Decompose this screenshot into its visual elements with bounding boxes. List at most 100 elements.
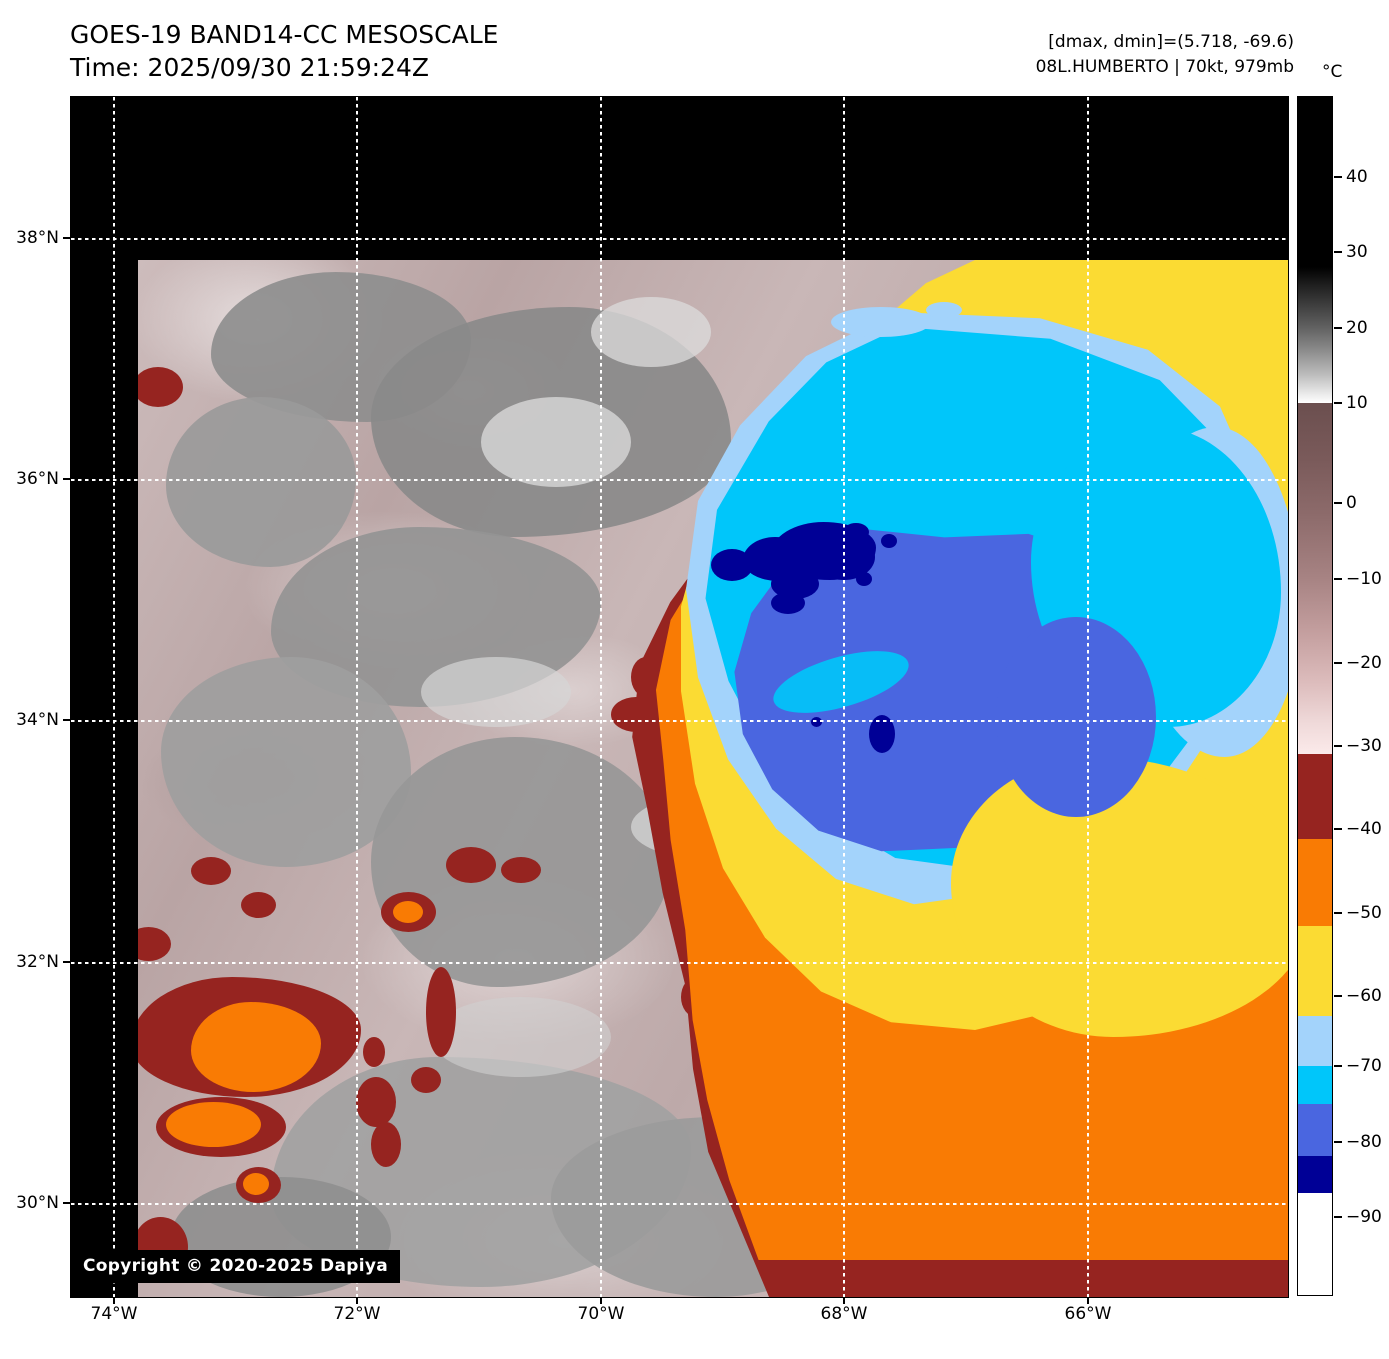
cloud-blotch <box>421 657 571 727</box>
cloud-blotch <box>481 397 631 487</box>
ytick-mark <box>63 478 70 480</box>
cbar-label-0: 0 <box>1346 493 1357 513</box>
cbar-tick <box>1334 1141 1342 1143</box>
cbar-tick <box>1334 1065 1342 1067</box>
convective-cell <box>501 857 541 883</box>
ytick-mark <box>63 1202 70 1204</box>
coldest-core <box>771 592 805 614</box>
xtick-label-74W: 74°W <box>90 1304 138 1324</box>
cbar-label-30: 30 <box>1346 242 1368 262</box>
cbar-tick <box>1334 1216 1342 1218</box>
cbar-label-n20: −20 <box>1346 653 1382 673</box>
cbar-band-brown-pink <box>1298 403 1332 754</box>
convective-cell <box>133 367 183 407</box>
cbar-label-n70: −70 <box>1346 1056 1382 1076</box>
no-data-region-top <box>71 97 1288 260</box>
cbar-tick <box>1334 828 1342 830</box>
convective-cell-core <box>243 1173 269 1195</box>
xtick-label-70W: 70°W <box>577 1304 625 1324</box>
cbar-tick <box>1334 327 1342 329</box>
satellite-image-plot[interactable]: Copyright © 2020-2025 Dapiya <box>70 96 1289 1298</box>
cbar-label-n50: −50 <box>1346 903 1382 923</box>
coldest-core <box>811 717 822 727</box>
cdo-yellow-wedge <box>951 757 1288 1037</box>
coldest-core <box>711 549 753 581</box>
cbar-label-40: 40 <box>1346 167 1368 187</box>
cdo-cold-patch <box>926 302 962 318</box>
cdo-core-lobe <box>996 617 1156 817</box>
coldest-core <box>856 572 872 586</box>
cdo-cold-patch <box>831 307 931 337</box>
copyright-watermark: Copyright © 2020-2025 Dapiya <box>71 1250 400 1283</box>
cbar-band-dark-red <box>1298 754 1332 839</box>
cloud-blotch <box>161 657 411 867</box>
gridline-lon-68 <box>843 97 845 1297</box>
ytick-label-32N: 32°N <box>16 952 59 972</box>
convective-cell <box>191 857 231 885</box>
gridline-lon-70 <box>600 97 602 1297</box>
cbar-label-20: 20 <box>1346 318 1368 338</box>
xtick-label-68W: 68°W <box>820 1304 868 1324</box>
convective-cell <box>356 1077 396 1127</box>
gridline-lat-32 <box>71 962 1288 964</box>
cbar-band-grey-ramp <box>1298 267 1332 403</box>
cbar-band-yellow <box>1298 926 1332 1016</box>
ytick-label-36N: 36°N <box>16 469 59 489</box>
cbar-band-navy <box>1298 1156 1332 1193</box>
gridline-lat-30 <box>71 1203 1288 1205</box>
cbar-tick <box>1334 578 1342 580</box>
cbar-tick <box>1334 995 1342 997</box>
convective-cell-core <box>166 1102 261 1147</box>
cbar-label-n10: −10 <box>1346 569 1382 589</box>
cbar-label-n80: −80 <box>1346 1132 1382 1152</box>
cbar-band-white <box>1298 1193 1332 1295</box>
convective-cell <box>411 1067 441 1093</box>
gridline-lat-38 <box>71 238 1288 240</box>
xtick-mark <box>600 1297 602 1304</box>
coldest-core <box>843 523 869 541</box>
page-title: GOES-19 BAND14-CC MESOSCALE <box>70 20 499 49</box>
xtick-label-72W: 72°W <box>333 1304 381 1324</box>
colorbar-unit-label: °C <box>1322 62 1343 82</box>
convective-cell <box>426 967 456 1057</box>
ytick-label-38N: 38°N <box>16 228 59 248</box>
convective-cell <box>446 847 496 883</box>
ytick-label-30N: 30°N <box>16 1193 59 1213</box>
temperature-colorbar[interactable] <box>1297 96 1333 1296</box>
xtick-mark <box>843 1297 845 1304</box>
cbar-tick <box>1334 251 1342 253</box>
storm-info-label: 08L.HUMBERTO | 70kt, 979mb <box>1035 56 1294 77</box>
convective-cell-core <box>393 901 423 923</box>
cbar-label-n30: −30 <box>1346 736 1382 756</box>
cbar-label-n60: −60 <box>1346 986 1382 1006</box>
xtick-mark <box>113 1297 115 1304</box>
cbar-tick <box>1334 176 1342 178</box>
cloud-blotch <box>166 397 356 567</box>
ytick-mark <box>63 719 70 721</box>
xtick-mark <box>356 1297 358 1304</box>
no-data-region-left <box>71 97 138 1297</box>
ytick-mark <box>63 961 70 963</box>
timestamp-label: Time: 2025/09/30 21:59:24Z <box>70 53 429 82</box>
cbar-tick <box>1334 745 1342 747</box>
xtick-label-66W: 66°W <box>1064 1304 1112 1324</box>
convective-cell-core <box>191 1002 321 1092</box>
gridline-lat-34 <box>71 720 1288 722</box>
cloud-blotch <box>591 297 711 367</box>
cbar-label-n40: −40 <box>1346 819 1382 839</box>
header-right: [dmax, dmin]=(5.718, -69.6) 08L.HUMBERTO… <box>1036 30 1294 79</box>
cbar-band-orange <box>1298 839 1332 926</box>
convective-cell <box>371 1122 401 1167</box>
cbar-tick <box>1334 662 1342 664</box>
gridline-lat-36 <box>71 479 1288 481</box>
cbar-tick <box>1334 912 1342 914</box>
gridline-lon-74 <box>113 97 115 1297</box>
ytick-mark <box>63 237 70 239</box>
cbar-label-10: 10 <box>1346 393 1368 413</box>
cbar-band-cyan <box>1298 1066 1332 1104</box>
cbar-tick <box>1334 502 1342 504</box>
cloud-blotch <box>431 997 611 1077</box>
convective-cell <box>241 892 276 918</box>
xtick-mark <box>1087 1297 1089 1304</box>
cbar-band-blue <box>1298 1104 1332 1156</box>
